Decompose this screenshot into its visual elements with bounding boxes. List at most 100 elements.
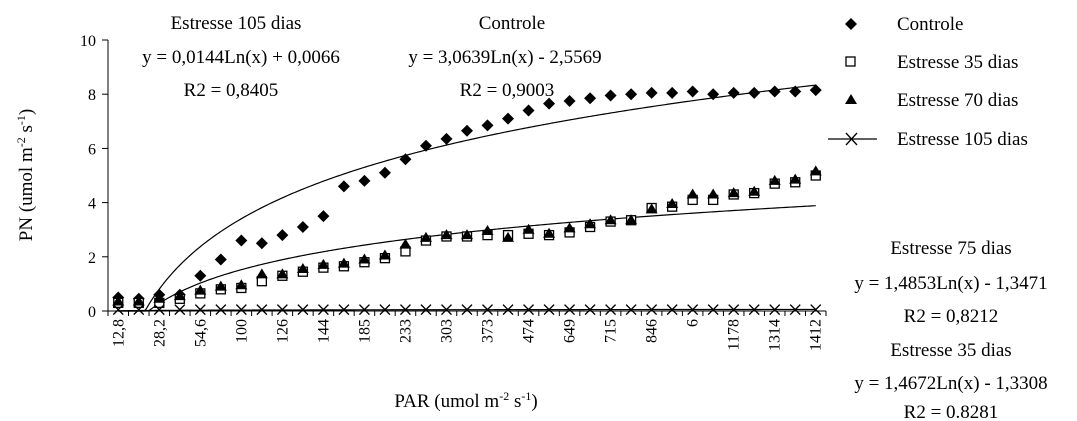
point-estresse-70-dias	[440, 229, 453, 240]
y-axis-label: PN (umol m-2 s-1)	[14, 109, 37, 241]
y-tick-label: 4	[88, 196, 96, 213]
x-tick-label: 1412	[808, 319, 825, 351]
annotation-e35-r2: R2 = 0.8281	[904, 402, 999, 421]
point-estresse-105-dias	[461, 304, 473, 316]
point-controle	[727, 86, 740, 99]
point-estresse-105-dias	[133, 304, 145, 316]
point-estresse-105-dias	[379, 304, 391, 316]
point-estresse-70-dias	[296, 262, 309, 273]
point-estresse-70-dias	[481, 225, 494, 236]
legend-label-estresse-35: Estresse 35 dias	[897, 52, 1018, 73]
x-tick-label: 846	[644, 319, 661, 343]
point-controle	[686, 85, 699, 98]
point-estresse-70-dias	[461, 229, 473, 240]
point-estresse-105-dias	[666, 304, 678, 316]
point-estresse-70-dias	[317, 258, 330, 269]
point-controle	[296, 220, 309, 233]
point-estresse-105-dias	[338, 304, 350, 316]
x-axis-label-mid: s	[509, 391, 521, 412]
x-tick-label: 373	[480, 319, 497, 343]
x-axis-label: PAR (umol m-2 s-1)	[394, 389, 537, 412]
point-controle	[358, 174, 371, 187]
y-axis-label-end: )	[16, 109, 37, 115]
point-controle	[276, 229, 289, 242]
point-estresse-70-dias	[686, 188, 699, 199]
point-controle	[502, 112, 515, 125]
point-controle	[419, 139, 432, 152]
x-axis-label-sup1: -2	[499, 389, 509, 403]
legend-item-controle: Controle	[845, 14, 964, 35]
point-estresse-105-dias	[646, 304, 658, 316]
point-estresse-105-dias	[523, 304, 535, 316]
point-estresse-70-dias	[255, 268, 268, 279]
annotation-e75-equation: y = 1,4853Ln(x) - 1,3471	[854, 273, 1047, 294]
point-estresse-105-dias	[317, 304, 329, 316]
x-tick-label: 303	[438, 319, 455, 343]
point-estresse-70-dias	[173, 290, 186, 301]
point-estresse-105-dias	[235, 304, 247, 316]
x-tick-label: 100	[233, 319, 250, 343]
annotations: Estresse 105 dias y = 0,0144Ln(x) + 0,00…	[142, 13, 1048, 421]
point-controle	[768, 85, 781, 98]
x-tick-label: 12,8	[110, 319, 127, 347]
x-axis-label-end: )	[531, 391, 537, 412]
point-estresse-105-dias	[707, 304, 719, 316]
x-axis-label-sup2: -1	[521, 389, 531, 403]
point-controle	[255, 237, 268, 250]
legend-item-estresse-105: Estresse 105 dias	[828, 129, 1028, 150]
point-controle	[317, 210, 330, 223]
point-estresse-70-dias	[378, 249, 391, 260]
annotation-e105-r2: R2 = 0,8405	[184, 80, 279, 101]
point-controle	[399, 153, 412, 166]
point-controle	[789, 85, 802, 98]
point-estresse-105-dias	[297, 304, 309, 316]
legend-label-estresse-105: Estresse 105 dias	[897, 129, 1028, 150]
y-axis-label-sup2: -1	[14, 115, 28, 125]
axes	[107, 40, 826, 312]
point-estresse-70-dias	[358, 253, 371, 264]
data-points	[112, 84, 822, 316]
x-tick-label: 28,2	[151, 319, 168, 347]
y-tick-label: 8	[88, 87, 96, 104]
legend-diamond-marker	[845, 18, 857, 30]
point-estresse-105-dias	[276, 304, 288, 316]
point-controle	[378, 166, 391, 179]
annotation-e105-title: Estresse 105 dias	[171, 13, 302, 34]
x-ticks: 12,8 28,2 54,6 100 126 144 185 233 303 373 474 649 7…	[107, 311, 827, 351]
point-controle	[481, 119, 494, 132]
point-estresse-70-dias	[214, 280, 227, 291]
x-tick-label: 1314	[767, 319, 784, 351]
point-estresse-105-dias	[748, 304, 760, 316]
x-axis-label-main: PAR (umol m	[394, 391, 499, 412]
point-estresse-105-dias	[687, 304, 699, 316]
point-estresse-70-dias	[809, 165, 822, 176]
point-estresse-105-dias	[358, 304, 370, 316]
point-estresse-70-dias	[276, 268, 289, 279]
point-controle	[563, 94, 576, 107]
point-controle	[645, 86, 658, 99]
point-estresse-105-dias	[112, 304, 124, 316]
y-tick-label: 10	[80, 33, 96, 50]
x-tick-label: 1178	[726, 319, 743, 350]
legend-square-marker	[845, 56, 856, 67]
y-tick-label: 0	[88, 304, 96, 321]
point-controle	[809, 84, 822, 97]
point-controle	[707, 88, 720, 101]
x-tick-label: 6	[685, 319, 702, 327]
point-estresse-70-dias	[419, 231, 432, 242]
point-estresse-70-dias	[112, 295, 125, 306]
y-tick-label: 6	[88, 141, 96, 158]
point-estresse-70-dias	[768, 174, 781, 185]
point-estresse-105-dias	[789, 304, 801, 316]
point-estresse-105-dias	[543, 304, 555, 316]
legend-x-marker	[845, 132, 858, 146]
point-estresse-70-dias	[584, 218, 597, 229]
point-estresse-70-dias	[153, 292, 166, 303]
point-controle	[214, 253, 227, 266]
point-estresse-105-dias	[215, 304, 227, 316]
trendline-controle	[118, 84, 816, 312]
point-controle	[440, 132, 453, 145]
x-tick-label: 185	[356, 319, 373, 343]
point-estresse-105-dias	[399, 304, 411, 316]
